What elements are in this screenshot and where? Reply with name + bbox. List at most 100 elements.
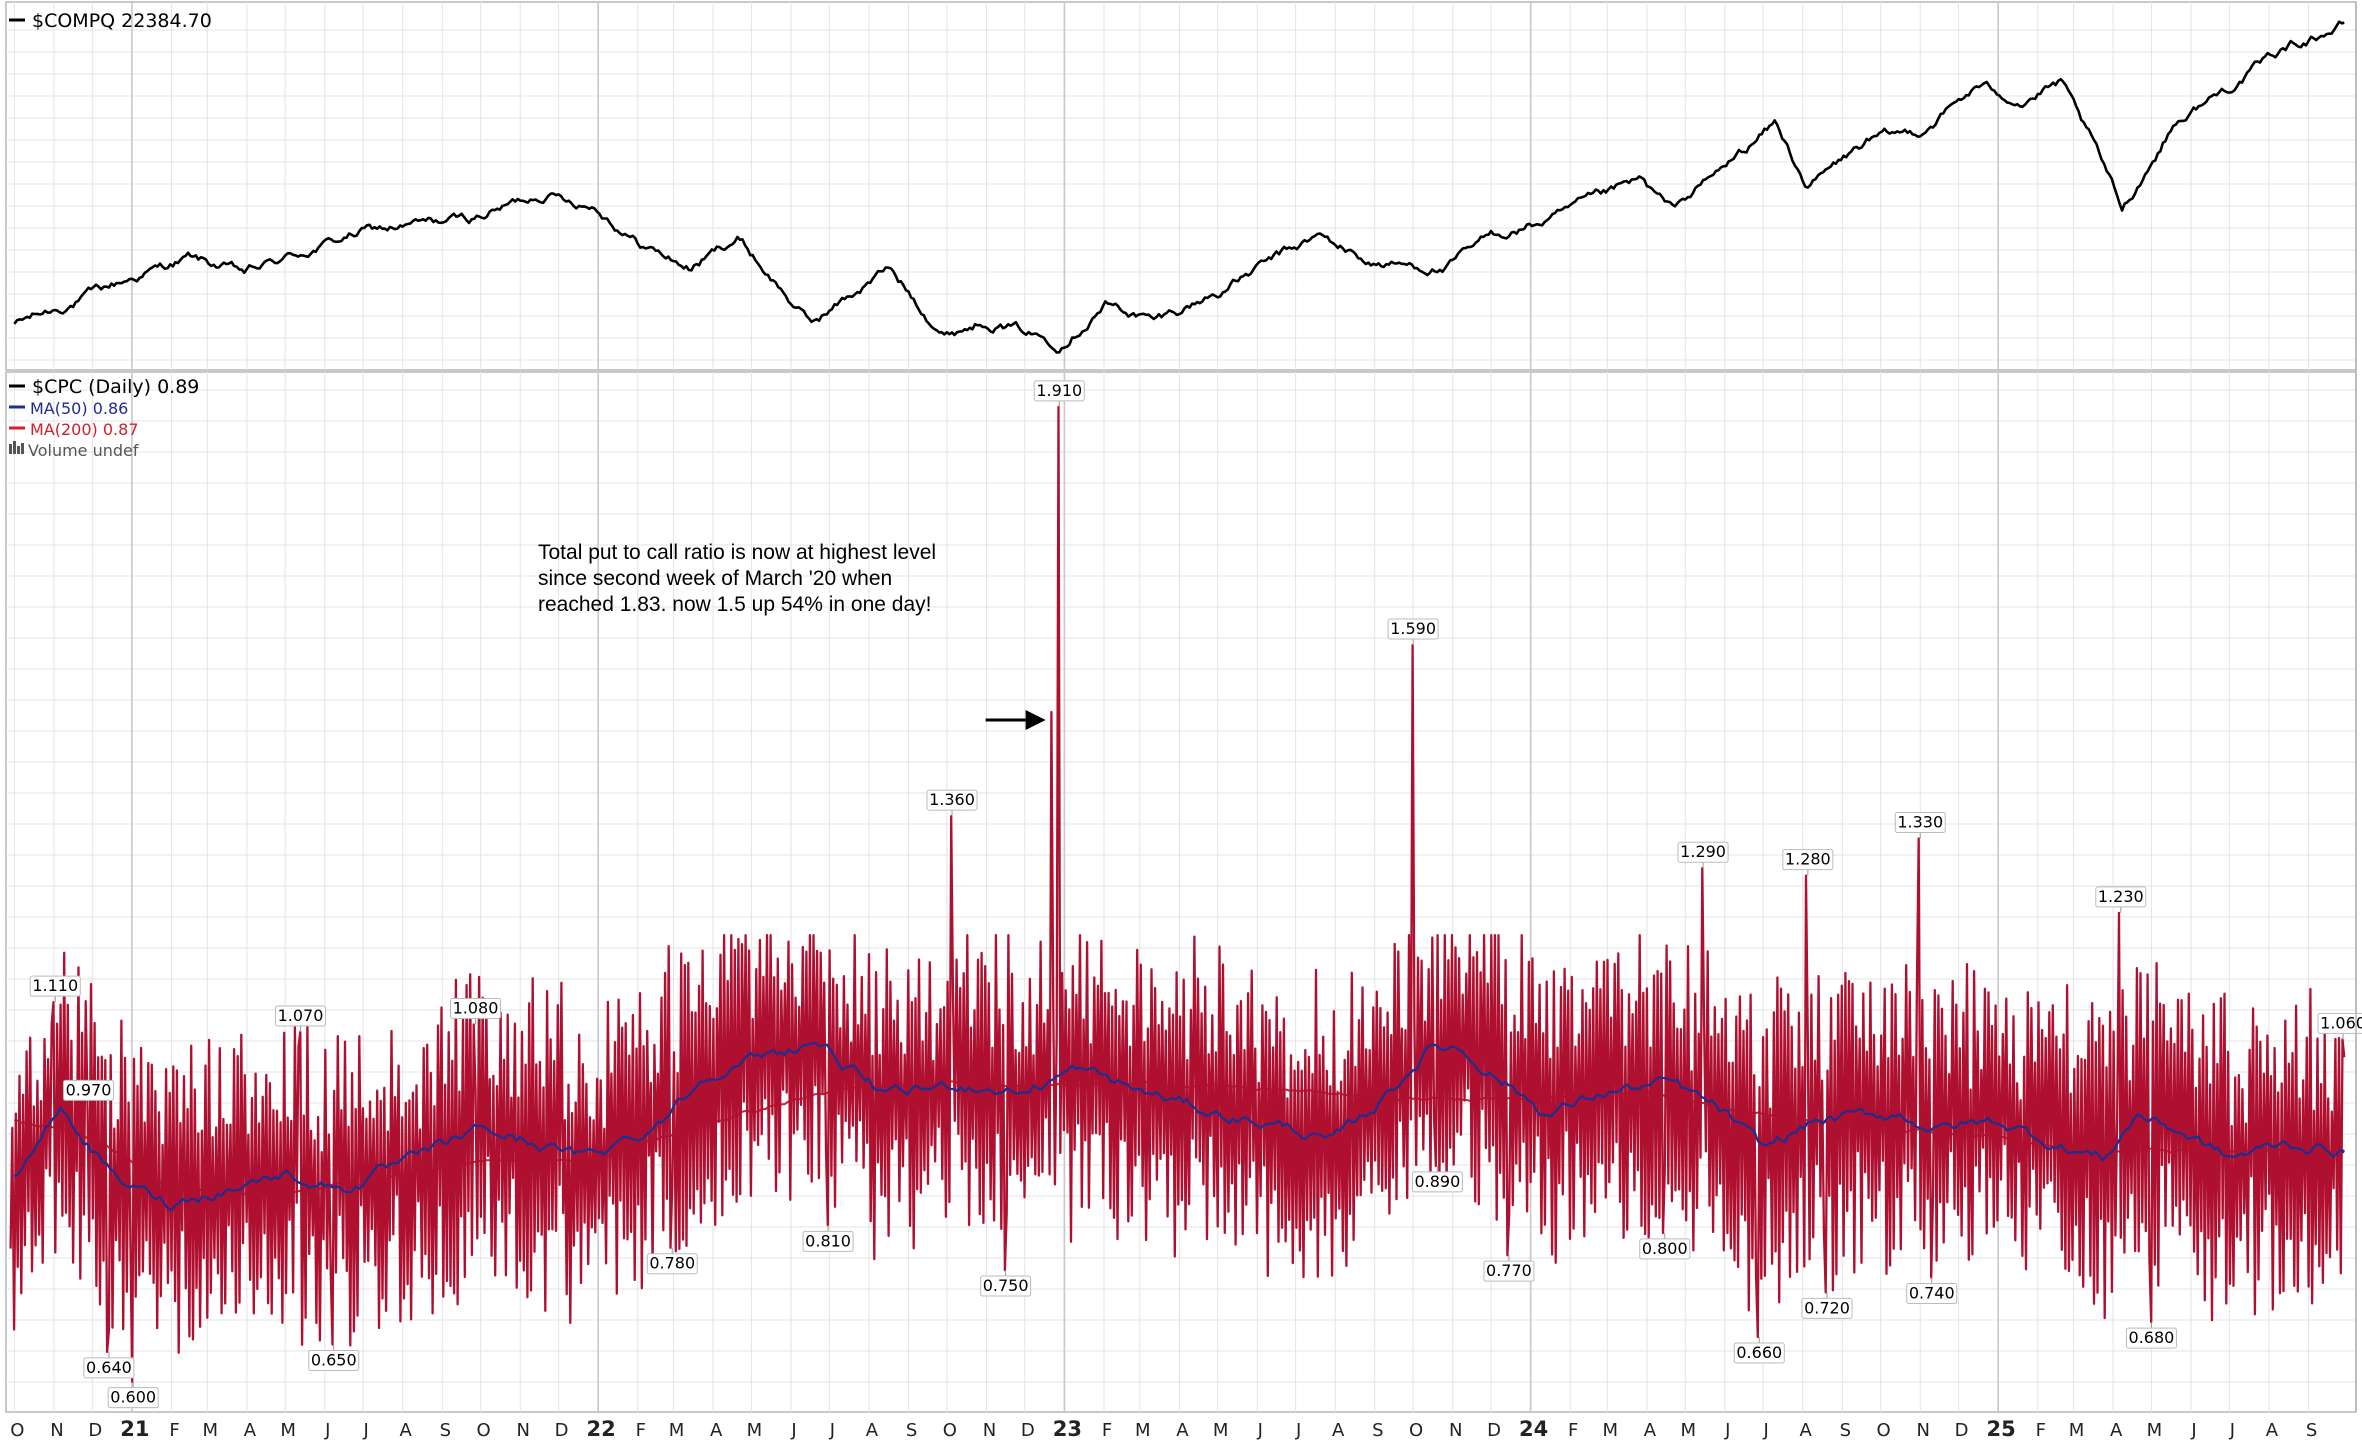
peak-label-group: 1.060 [2317, 1012, 2362, 1040]
x-tick-label: F [636, 1420, 646, 1441]
peak-label-group: 1.910 [1033, 380, 1085, 407]
x-tick-label: S [906, 1420, 917, 1441]
peak-label-group: 1.080 [450, 998, 502, 1025]
x-tick-label: M [1603, 1420, 1619, 1441]
x-tick-label: D [555, 1420, 569, 1441]
annotation-text: Total put to call ratio is now at highes… [538, 541, 942, 616]
x-tick-label: M [2147, 1420, 2163, 1441]
x-tick-label: 24 [1519, 1417, 1548, 1441]
cpc-panel: 1.110 0.970 0.640 0.600 1.070 0.650 1.080 0.780… [5, 371, 2362, 1413]
peak-label: 0.780 [649, 1254, 695, 1273]
peak-label-box [802, 1230, 854, 1252]
peak-label-group: 0.780 [646, 1247, 698, 1275]
volume-legend-label: Volume undef [28, 441, 139, 460]
peak-label-box [62, 1079, 114, 1101]
x-tick-label: F [1568, 1420, 1578, 1441]
peak-label-box [2095, 886, 2147, 908]
x-tick-label: 23 [1053, 1417, 1082, 1441]
annotation-line-2: since second week of March '20 when [538, 567, 892, 590]
compq-price-line [13, 20, 2345, 354]
peak-label: 1.360 [929, 790, 975, 809]
cpc-ratio-line [9, 405, 2346, 1383]
peak-label-group: 0.740 [1906, 1277, 1958, 1304]
annotation-line-1: Total put to call ratio is now at highes… [538, 541, 936, 564]
peak-label: 1.910 [1036, 381, 1082, 400]
peak-label-box [1033, 380, 1085, 402]
peak-label-box [1387, 618, 1439, 640]
annotation: Total put to call ratio is now at highes… [538, 541, 1046, 730]
peak-label-group: 0.600 [107, 1381, 159, 1409]
peak-label: 0.720 [1804, 1298, 1850, 1317]
peak-label: 0.650 [311, 1350, 357, 1369]
x-tick-label: N [50, 1420, 63, 1441]
peak-label-group: 0.770 [1483, 1255, 1535, 1282]
peak-label: 0.600 [110, 1388, 156, 1407]
ma200-legend-name: MA(200) [30, 420, 98, 439]
peak-label-group: 0.680 [2125, 1322, 2177, 1349]
x-tick-label: J [324, 1420, 330, 1441]
cpc-legend-label: $CPC (Daily) 0.89 [32, 376, 199, 398]
peak-label-group: 0.750 [980, 1270, 1032, 1297]
x-tick-label: O [943, 1420, 957, 1441]
peak-label-box [1906, 1283, 1958, 1304]
peak-label-group: 1.280 [1782, 849, 1834, 876]
peak-label-box [1733, 1342, 1785, 1364]
compq-legend-symbol: $COMPQ [32, 10, 115, 32]
peak-label: 0.770 [1486, 1261, 1532, 1280]
x-tick-label: 21 [120, 1417, 149, 1441]
x-tick-label: J [1257, 1420, 1263, 1441]
peak-label-box [1801, 1297, 1853, 1319]
peak-label: 1.070 [278, 1006, 324, 1025]
x-tick-label: D [1021, 1420, 1035, 1441]
cpc-legend-value: 0.89 [157, 376, 199, 398]
peak-label-box [29, 975, 81, 997]
x-tick-label: S [1840, 1420, 1851, 1441]
x-tick-label: 25 [1987, 1417, 2016, 1441]
peak-label-box [926, 789, 978, 811]
x-tick-label: J [1724, 1420, 1730, 1441]
x-tick-label: M [280, 1420, 296, 1441]
ma50-line [13, 1041, 2345, 1212]
peak-label-box [2317, 1012, 2362, 1034]
x-tick-label: D [88, 1420, 102, 1441]
compq-legend-value: 22384.70 [121, 10, 212, 32]
x-tick-label: N [1917, 1420, 1930, 1441]
peak-label-box [1894, 811, 1946, 833]
peak-label-group: 0.810 [802, 1225, 854, 1252]
peak-label: 1.080 [453, 999, 499, 1018]
annotation-line-3: reached 1.83. now 1.5 up 54% in one day! [538, 593, 931, 616]
peak-label-box [275, 1005, 327, 1027]
x-tick-label: M [747, 1420, 763, 1441]
cpc-legend-name: $CPC (Daily) [32, 376, 151, 398]
x-tick-label: F [2036, 1420, 2046, 1441]
peak-label-box [1639, 1238, 1691, 1260]
peak-label: 0.640 [86, 1358, 132, 1377]
x-tick-label: A [244, 1420, 257, 1441]
x-tick-label: O [477, 1420, 491, 1441]
peak-label-box [2125, 1327, 2177, 1349]
peak-label-box [83, 1357, 135, 1379]
compq-gridlines [6, 2, 2356, 370]
x-tick-label: J [1762, 1420, 1768, 1441]
x-tick-label: M [1213, 1420, 1229, 1441]
peak-label-box [107, 1387, 159, 1409]
peak-label-box [1677, 841, 1729, 863]
peak-label: 0.810 [805, 1231, 851, 1250]
compq-legend-label: $COMPQ 22384.70 [32, 10, 212, 32]
ma200-legend-value: 0.87 [103, 420, 139, 439]
x-tick-label: S [2306, 1420, 2317, 1441]
peak-labels: 1.110 0.970 0.640 0.600 1.070 0.650 1.080 0.780… [29, 380, 2362, 1409]
peak-label: 0.740 [1909, 1284, 1955, 1303]
compq-panel-frame [5, 1, 2357, 371]
ma50-legend-name: MA(50) [30, 399, 88, 418]
peak-label: 0.970 [66, 1080, 112, 1099]
ma200-legend-label: MA(200) 0.87 [30, 420, 139, 439]
x-tick-label: F [1102, 1420, 1112, 1441]
x-tick-label: A [1176, 1420, 1189, 1441]
x-tick-label: J [790, 1420, 796, 1441]
x-tick-label: J [2229, 1420, 2235, 1441]
peak-label: 0.680 [2129, 1328, 2175, 1347]
peak-label: 1.290 [1680, 842, 1726, 861]
x-tick-label: A [400, 1420, 413, 1441]
